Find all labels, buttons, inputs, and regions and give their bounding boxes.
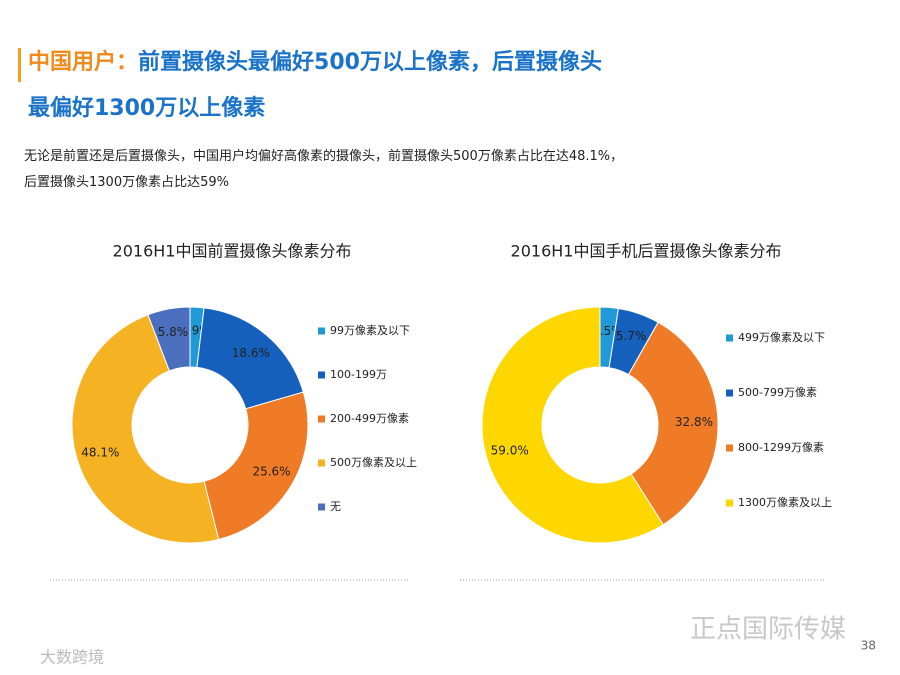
legend-label: 100-199万 — [330, 368, 387, 381]
description: 无论是前置还是后置摄像头，中国用户均偏好高像素的摄像头，前置摄像头500万像素占… — [24, 149, 624, 164]
data-label: 59.0% — [491, 444, 529, 458]
legend-label: 1300万像素及以上 — [738, 496, 832, 509]
accent-bar — [18, 48, 21, 82]
legend-label: 99万像素及以下 — [330, 324, 410, 337]
title-line: 中国用户：前置摄像头最偏好500万以上像素，后置摄像头 — [28, 44, 602, 76]
data-label: 25.6% — [252, 464, 290, 478]
legend-swatch — [318, 415, 325, 423]
watermark: 大数跨境 — [40, 648, 104, 667]
slice — [71, 314, 220, 544]
legend-swatch — [318, 459, 325, 467]
legend-swatch — [318, 503, 325, 511]
legend-label: 500万像素及以上 — [330, 456, 417, 469]
legend-label: 200-499万像素 — [330, 412, 409, 425]
legend-swatch — [726, 499, 733, 507]
data-label: 5.7% — [616, 329, 647, 343]
data-label: 5.8% — [158, 325, 189, 339]
legend-swatch — [726, 444, 733, 452]
legend-label: 500-799万像素 — [738, 386, 817, 399]
data-label: 18.6% — [232, 346, 270, 360]
legend-swatch — [318, 371, 325, 379]
title-text: 前置摄像头最偏好500万以上像素，后置摄像头 — [138, 50, 602, 75]
chart-title: 2016H1中国手机后置摄像头像素分布 — [511, 242, 782, 261]
slice — [196, 307, 304, 410]
description: 后置摄像头1300万像素占比达59% — [24, 175, 229, 190]
legend-swatch — [726, 389, 733, 397]
legend-label: 无 — [330, 500, 341, 513]
title-line: 最偏好1300万以上像素 — [28, 96, 266, 121]
data-label: 48.1% — [81, 446, 119, 460]
slice — [147, 306, 191, 372]
slice — [481, 306, 664, 544]
data-label: 32.8% — [675, 415, 713, 429]
legend-swatch — [318, 327, 325, 335]
legend-swatch — [726, 334, 733, 342]
chart-title: 2016H1中国前置摄像头像素分布 — [113, 242, 352, 261]
legend-label: 800-1299万像素 — [738, 441, 824, 454]
title-highlight: 中国用户： — [28, 50, 139, 75]
legend-label: 499万像素及以下 — [738, 331, 825, 344]
slice — [203, 391, 309, 541]
watermark: 正点国际传媒 — [690, 615, 846, 645]
slice — [627, 321, 719, 526]
page-number: 38 — [861, 639, 876, 653]
